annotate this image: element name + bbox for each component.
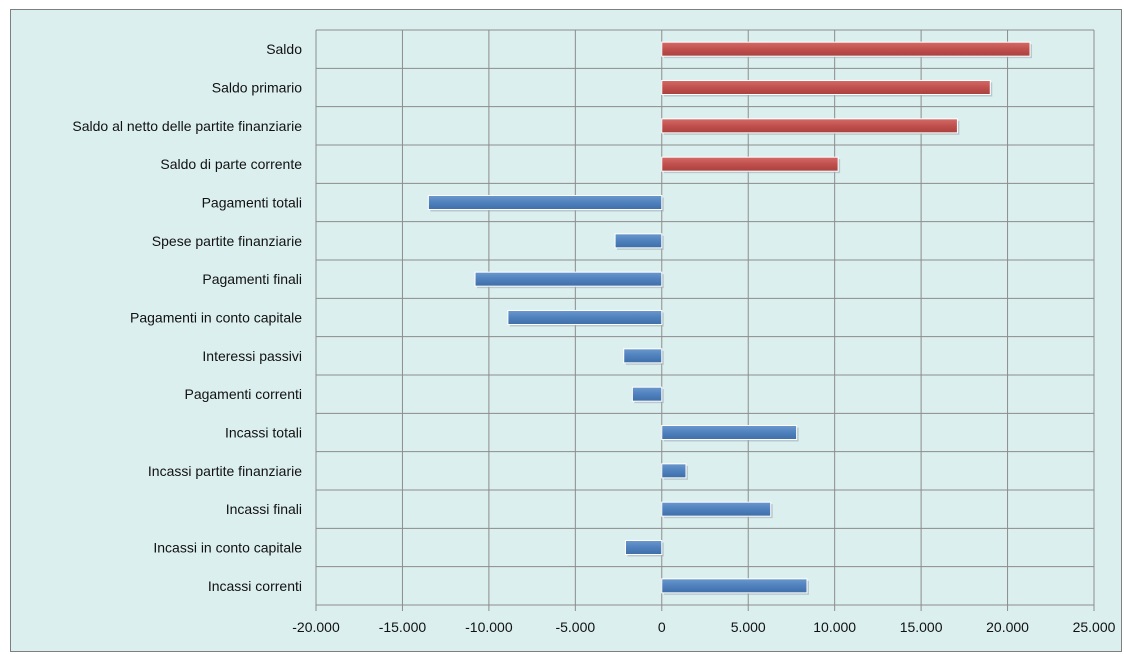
category-label: Spese partite finanziarie	[152, 233, 302, 249]
bar	[623, 348, 663, 364]
bar	[661, 41, 1031, 57]
bar	[614, 233, 663, 249]
category-label: Saldo al netto delle partite finanziarie	[72, 118, 302, 134]
category-label: Saldo	[266, 41, 302, 57]
category-label: Saldo di parte corrente	[160, 156, 302, 172]
bar	[507, 310, 663, 325]
bar	[661, 80, 991, 95]
category-label: Pagamenti in conto capitale	[130, 310, 302, 326]
x-axis-tick-labels: -20.000 -15.000 -10.000 -5.000 0 5.000 10.000 1…	[292, 619, 1115, 635]
gridlines	[315, 29, 1095, 611]
bar	[661, 156, 839, 172]
bar	[661, 463, 687, 479]
x-tick-label: 10.000	[813, 619, 856, 635]
bar	[661, 501, 772, 517]
x-tick-label: -20.000	[292, 619, 340, 635]
x-tick-label: 20.000	[986, 619, 1029, 635]
x-tick-label: -15.000	[379, 619, 427, 635]
bar	[661, 425, 798, 440]
x-tick-label: -5.000	[555, 619, 595, 635]
x-tick-label: -10.000	[465, 619, 513, 635]
bar	[427, 195, 663, 210]
bars	[427, 41, 1033, 595]
x-tick-label: 0	[658, 619, 666, 635]
category-label: Incassi totali	[225, 425, 302, 441]
category-label: Incassi finali	[226, 501, 302, 517]
category-label: Interessi passivi	[202, 348, 302, 364]
chart-area	[10, 9, 1122, 652]
category-label: Incassi in conto capitale	[153, 540, 302, 556]
category-label: Pagamenti totali	[202, 195, 302, 211]
x-tick-label: 5.000	[731, 619, 766, 635]
category-label: Incassi partite finanziarie	[148, 463, 302, 479]
bar	[631, 386, 663, 402]
bar	[661, 578, 808, 594]
x-tick-label: 25.000	[1073, 619, 1116, 635]
bar	[624, 540, 663, 555]
category-label: Pagamenti correnti	[184, 386, 302, 402]
category-label: Pagamenti finali	[202, 271, 302, 287]
bar	[474, 271, 663, 287]
category-label: Saldo primario	[212, 80, 302, 96]
category-labels: Saldo Saldo primario Saldo al netto delle …	[72, 41, 302, 594]
x-tick-label: 15.000	[900, 619, 943, 635]
category-label: Incassi correnti	[208, 578, 302, 594]
bar	[661, 118, 958, 134]
